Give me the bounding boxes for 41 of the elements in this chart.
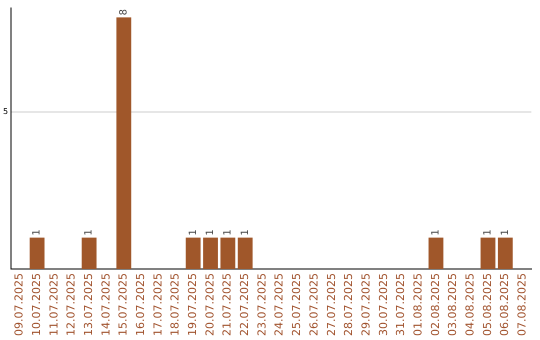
x-tick-label: 19.07.2025 [186,273,200,336]
x-tick-label: 31.07.2025 [394,273,408,336]
x-tick-label: 01.08.2025 [411,273,424,336]
x-tick-label: 23.07.2025 [255,273,268,336]
x-tick-label: 25.07.2025 [290,273,304,336]
x-tick-label: 09.07.2025 [12,273,26,336]
x-tick-label: 29.07.2025 [359,273,372,336]
data-label: 1 [32,229,43,236]
data-label: 1 [430,229,442,236]
x-tick-label: 16.07.2025 [134,273,148,336]
x-tick-label: 21.07.2025 [220,273,234,336]
x-tick-label: 02.08.2025 [428,273,442,336]
x-tick-label: 12.07.2025 [64,273,78,336]
x-tick-label: 06.08.2025 [498,273,512,336]
x-tick-label: 26.07.2025 [307,273,320,336]
x-tick-label: 05.08.2025 [480,273,494,336]
x-tick-label: 11.07.2025 [47,273,60,336]
x-tick-label: 04.08.2025 [464,273,476,336]
x-tick-label: 10.07.2025 [30,273,43,336]
data-label: 1 [222,229,234,236]
x-tick-label: 13.07.2025 [82,273,95,336]
x-tick-label: 15.07.2025 [116,273,130,336]
data-label: 1 [205,229,216,236]
x-tick-label: 20.07.2025 [203,273,216,336]
data-label: 1 [84,229,95,236]
data-label: 8 [118,9,130,16]
x-tick-label: 22.07.2025 [238,273,252,336]
x-tick-label: 17.07.2025 [151,273,164,336]
x-tick-label: 24.07.2025 [272,273,286,336]
x-tick-label: 28.07.2025 [342,273,356,336]
x-tick-label: 07.08.2025 [516,273,529,336]
y-tick-label: 5 [2,106,8,116]
x-tick-label: 27.07.2025 [324,273,338,336]
data-label: 1 [482,229,494,236]
x-tick-label: 03.08.2025 [446,273,460,336]
data-label: 1 [188,229,199,236]
data-label: 1 [500,229,511,236]
x-tick-label: 14.07.2025 [99,273,112,336]
x-tick-label: 18.07.2025 [168,273,182,336]
data-label: 1 [240,229,251,236]
x-tick-label: 30.07.2025 [376,273,390,336]
